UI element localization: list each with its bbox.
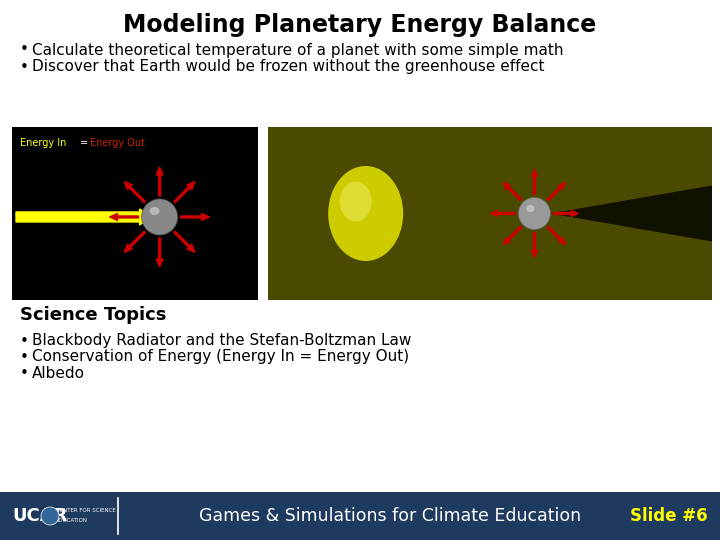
Text: Discover that Earth would be frozen without the greenhouse effect: Discover that Earth would be frozen with… [32,59,544,75]
Ellipse shape [526,205,534,212]
Text: •: • [20,334,29,348]
Text: Blackbody Radiator and the Stefan-Boltzman Law: Blackbody Radiator and the Stefan-Boltzm… [32,334,411,348]
FancyArrow shape [109,213,138,220]
Text: Slide #6: Slide #6 [631,507,708,525]
Polygon shape [550,186,712,241]
FancyArrow shape [125,181,145,203]
FancyArrow shape [125,231,145,252]
Text: •: • [20,43,29,57]
FancyArrow shape [503,226,522,245]
FancyArrow shape [531,233,537,258]
Circle shape [142,199,178,235]
Bar [268,127,712,300]
Text: Energy In: Energy In [20,138,66,148]
Text: EDUCATION: EDUCATION [56,517,88,523]
Text: Science Topics: Science Topics [20,306,166,324]
Text: •: • [20,59,29,75]
Text: Albedo: Albedo [32,366,85,381]
Ellipse shape [150,207,160,215]
Circle shape [518,198,550,230]
Text: Games & Simulations for Climate Education: Games & Simulations for Climate Educatio… [199,507,581,525]
Text: =: = [80,138,91,148]
FancyArrow shape [547,183,565,201]
Text: CENTER FOR SCIENCE: CENTER FOR SCIENCE [56,509,116,514]
Text: Modeling Planetary Energy Balance: Modeling Planetary Energy Balance [123,13,597,37]
Text: Calculate theoretical temperature of a planet with some simple math: Calculate theoretical temperature of a p… [32,43,564,57]
Text: UCAR: UCAR [12,507,68,525]
FancyArrow shape [503,183,522,201]
FancyArrow shape [156,238,163,267]
FancyArrow shape [490,211,516,217]
Text: Energy Out: Energy Out [90,138,145,148]
Circle shape [41,507,59,525]
Text: •: • [20,349,29,364]
Text: •: • [20,366,29,381]
Ellipse shape [340,181,372,221]
FancyArrow shape [16,209,152,225]
FancyArrow shape [156,167,163,196]
FancyArrow shape [174,231,195,252]
FancyArrow shape [554,211,578,217]
FancyArrow shape [547,226,565,245]
Bar [0,492,720,540]
FancyArrow shape [174,181,195,203]
Ellipse shape [328,166,403,261]
FancyArrow shape [531,170,537,194]
FancyArrow shape [181,213,210,220]
Bar [12,127,258,300]
Text: Conservation of Energy (Energy In = Energy Out): Conservation of Energy (Energy In = Ener… [32,349,409,364]
